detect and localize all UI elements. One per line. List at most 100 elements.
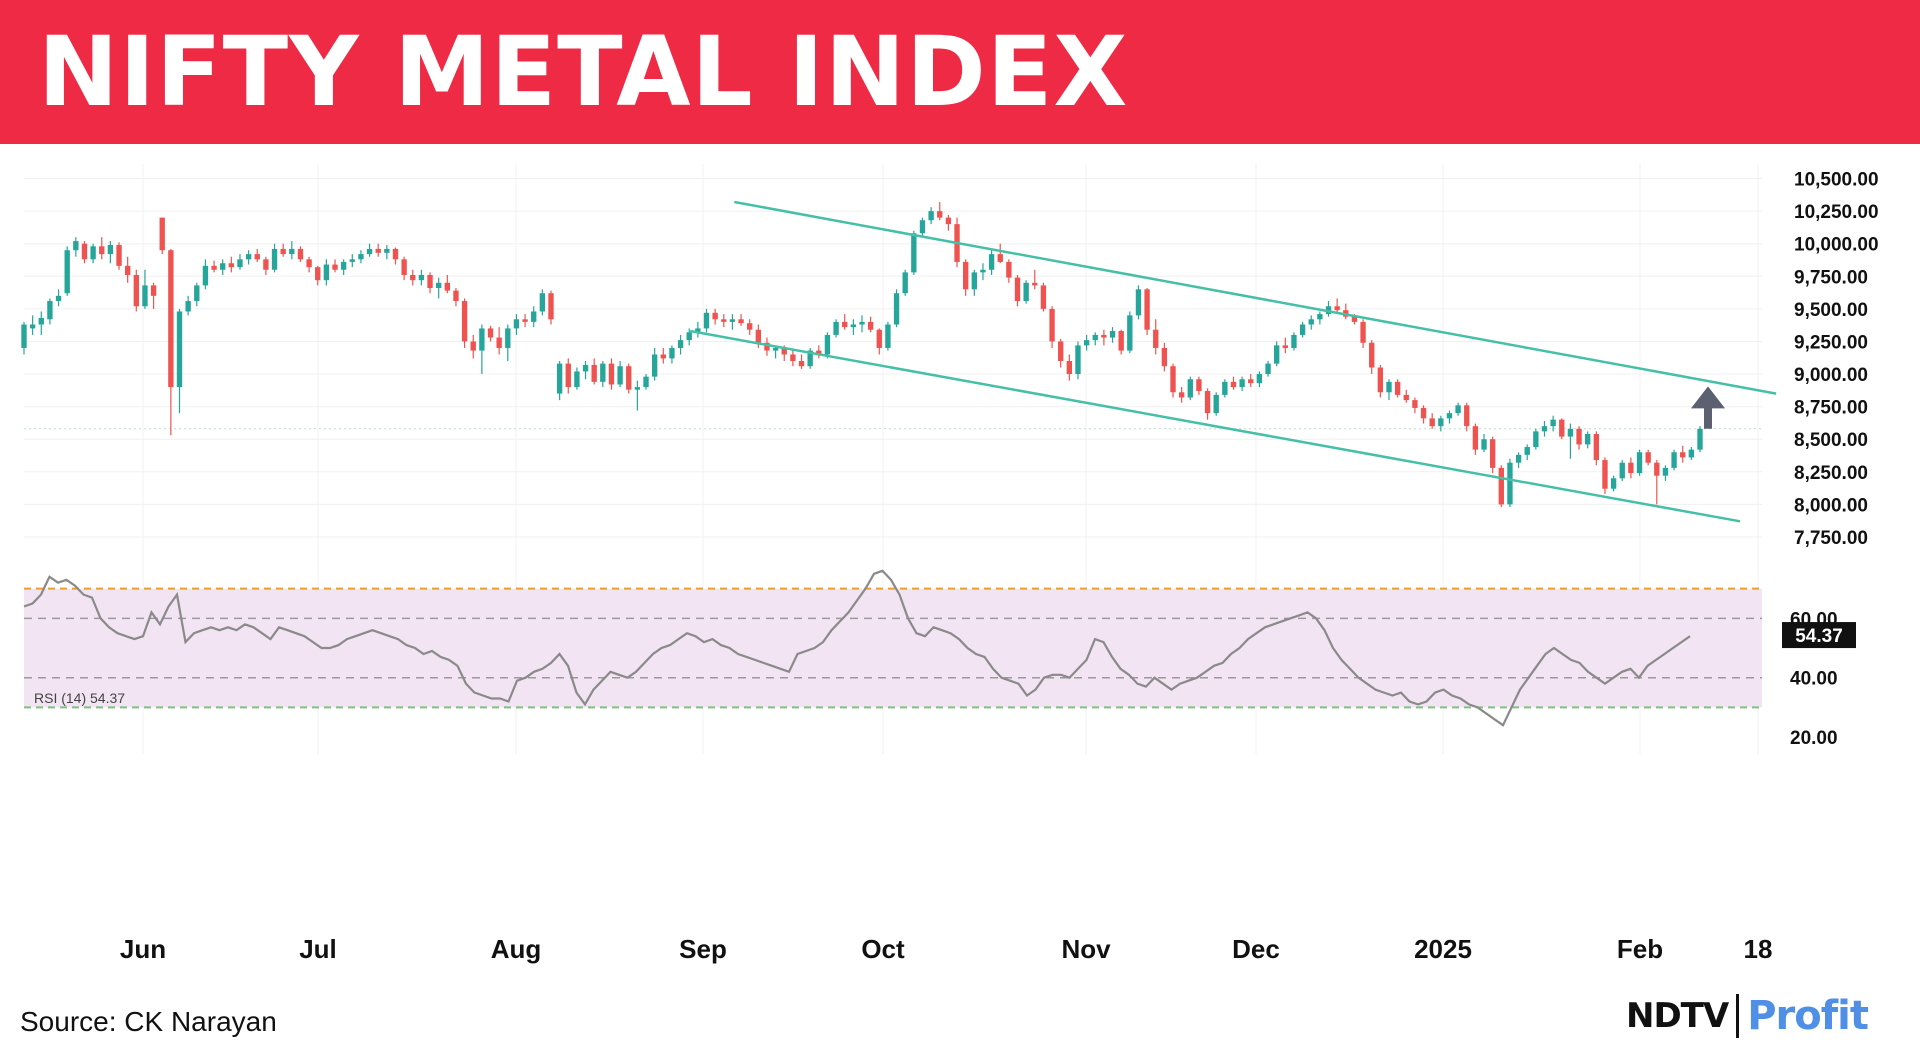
- candle: [937, 201, 943, 221]
- candle: [1204, 388, 1211, 420]
- price-tick-label: 8,000.00: [1794, 495, 1868, 516]
- candle: [876, 328, 882, 355]
- candle: [1559, 418, 1565, 440]
- candle: [323, 259, 330, 286]
- candle: [1429, 413, 1435, 429]
- candle-body: [211, 265, 217, 270]
- candle-body: [289, 248, 295, 255]
- candle-body: [1291, 334, 1297, 348]
- candle: [194, 282, 200, 307]
- candle-body: [254, 254, 260, 260]
- candle: [1403, 389, 1409, 403]
- candle: [677, 334, 684, 355]
- candle: [280, 243, 286, 257]
- candle-body: [1464, 405, 1470, 427]
- candle: [496, 327, 502, 355]
- candle: [1628, 457, 1634, 479]
- candle: [418, 269, 425, 286]
- candle-body: [1049, 308, 1055, 342]
- candle: [608, 358, 615, 390]
- candle-body: [1541, 426, 1548, 432]
- candle-body: [755, 329, 762, 343]
- price-tick-label: 10,500.00: [1794, 170, 1879, 191]
- price-tick-label: 8,750.00: [1794, 398, 1868, 419]
- candle: [263, 256, 269, 275]
- price-tick-label: 8,500.00: [1794, 430, 1868, 451]
- candle-body: [729, 319, 736, 322]
- candle-body: [1014, 277, 1021, 302]
- candle: [764, 337, 770, 356]
- candle: [643, 374, 649, 390]
- candle-body: [133, 274, 139, 307]
- candle-body: [1645, 452, 1651, 463]
- candle: [401, 256, 407, 281]
- candle-body: [876, 329, 882, 348]
- candle: [1265, 361, 1271, 377]
- candle-body: [228, 263, 235, 268]
- candle: [1092, 332, 1098, 346]
- candle-body: [962, 261, 969, 290]
- candle: [1032, 269, 1038, 290]
- candle: [1472, 423, 1479, 455]
- candle: [1394, 379, 1401, 398]
- candle-body: [945, 217, 952, 225]
- candle: [1524, 444, 1530, 461]
- candle-body: [1567, 428, 1574, 437]
- candle: [1153, 319, 1159, 355]
- candle: [159, 217, 165, 255]
- candle-body: [384, 248, 390, 253]
- candle: [1446, 410, 1453, 424]
- candle-body: [453, 290, 459, 302]
- candle: [81, 241, 88, 264]
- candle-body: [1654, 462, 1660, 476]
- candle: [1619, 460, 1625, 481]
- candle-body: [38, 317, 44, 325]
- candle: [1187, 376, 1193, 401]
- candle-body: [375, 248, 381, 253]
- candle-body: [237, 259, 243, 268]
- arrow-up-icon: [1691, 386, 1725, 429]
- candle-body: [1403, 394, 1409, 401]
- candle: [1360, 319, 1366, 348]
- candle-body: [574, 371, 580, 388]
- candle-body: [323, 264, 330, 281]
- candle-body: [911, 233, 917, 273]
- candle-body: [1058, 341, 1064, 361]
- candle-body: [107, 244, 114, 255]
- rsi-guide-lines: [24, 587, 1762, 709]
- ndtv-profit-logo: NDTV Profit: [1626, 988, 1869, 1044]
- candle-body: [1230, 381, 1237, 388]
- time-tick-label: Aug: [491, 934, 542, 964]
- candle: [1645, 449, 1651, 466]
- candle-body: [1153, 329, 1159, 348]
- candle-body: [1222, 381, 1228, 395]
- candle: [142, 269, 148, 309]
- candle: [902, 269, 908, 296]
- candle-body: [1688, 449, 1695, 458]
- candle: [729, 314, 736, 330]
- candle: [703, 308, 710, 333]
- candle-body: [781, 347, 787, 355]
- candle: [738, 314, 744, 326]
- candle: [626, 363, 632, 394]
- candle: [90, 243, 96, 264]
- candle-body: [159, 217, 165, 251]
- candle: [1567, 423, 1574, 459]
- candle-body: [1144, 289, 1150, 330]
- candle-body: [1489, 439, 1496, 468]
- candle: [1654, 460, 1660, 505]
- candle: [38, 311, 44, 335]
- candle-body: [988, 254, 995, 270]
- candle: [1585, 431, 1591, 449]
- candle: [600, 361, 606, 388]
- candle: [315, 265, 321, 286]
- title-banner: NIFTY METAL INDEX: [0, 0, 1920, 144]
- candle: [1161, 342, 1168, 372]
- candle: [928, 207, 934, 225]
- candle-body: [1628, 462, 1634, 474]
- candle: [1170, 363, 1176, 398]
- candle-body: [1135, 289, 1142, 316]
- candle: [220, 259, 226, 275]
- candle: [1127, 311, 1133, 354]
- candle-body: [142, 285, 148, 307]
